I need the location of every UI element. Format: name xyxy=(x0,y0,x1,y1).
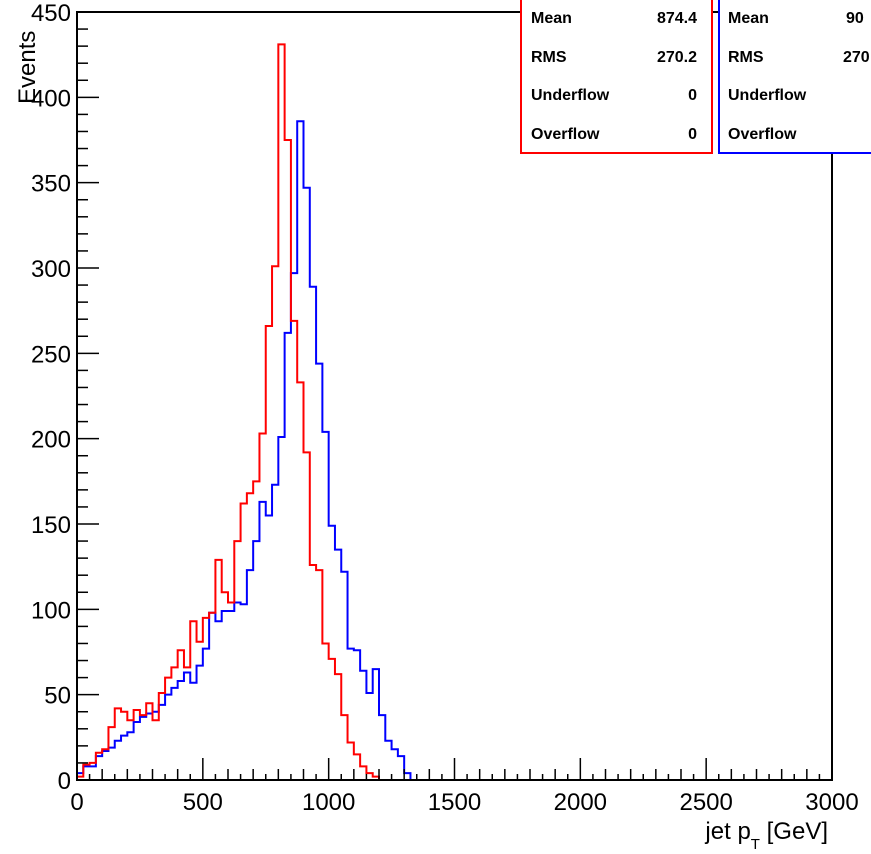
stats-blue-mean-label: Mean xyxy=(728,10,769,27)
stats-box-red-frame xyxy=(520,0,713,154)
stats-red-mean-label: Mean xyxy=(531,10,572,27)
stats-red-underflow-value: 0 xyxy=(688,87,697,104)
stats-blue-underflow-label: Underflow xyxy=(728,87,807,104)
x-tick-label: 1500 xyxy=(428,789,481,816)
stats-box-blue: Mean 90 RMS 270 Underflow Overflow xyxy=(718,0,871,154)
x-tick-label: 500 xyxy=(183,789,223,816)
x-axis-title-sub: T xyxy=(751,836,760,853)
series-layer xyxy=(76,43,832,781)
stats-red-overflow-value: 0 xyxy=(688,126,697,143)
stats-blue-rms-value: 270 xyxy=(843,49,870,66)
y-tick-label: 150 xyxy=(31,512,71,539)
stats-box-blue-frame xyxy=(718,0,871,154)
stats-red-underflow-label: Underflow xyxy=(531,87,610,104)
y-tick-label: 200 xyxy=(31,427,71,454)
axes-layer: 0 500 1000 1500 2000 2500 30000501001502002503… xyxy=(31,0,859,816)
y-tick-label: 400 xyxy=(31,85,71,112)
y-tick-label: 50 xyxy=(44,683,71,710)
stats-red-overflow-label: Overflow xyxy=(531,126,600,143)
x-tick-label: 1000 xyxy=(302,789,355,816)
y-axis-title: Events xyxy=(14,31,41,104)
stats-blue-rms-label: RMS xyxy=(728,49,764,66)
x-axis-title-unit: [GeV] xyxy=(760,818,828,845)
y-tick-label: 0 xyxy=(58,768,71,795)
y-tick-label: 300 xyxy=(31,256,71,283)
y-tick-label: 450 xyxy=(31,0,71,27)
x-tick-label: 0 xyxy=(70,789,83,816)
y-tick-label: 350 xyxy=(31,171,71,198)
x-axis-title-main: jet p xyxy=(704,818,750,845)
x-tick-label: 3000 xyxy=(805,789,858,816)
stats-box-red: Mean 874.4 RMS 270.2 Underflow 0 Overflo… xyxy=(520,0,713,154)
stats-red-mean-value: 874.4 xyxy=(657,10,697,27)
histogram-blue-series xyxy=(76,120,832,781)
stats-blue-overflow-label: Overflow xyxy=(728,126,797,143)
x-axis-title: jet pT [GeV] xyxy=(704,818,828,853)
y-tick-label: 100 xyxy=(31,597,71,624)
x-tick-label: 2500 xyxy=(679,789,732,816)
histogram-red-series xyxy=(76,43,832,781)
y-tick-label: 250 xyxy=(31,341,71,368)
stats-red-rms-label: RMS xyxy=(531,49,567,66)
stats-blue-mean-value: 90 xyxy=(846,10,864,27)
stats-red-rms-value: 270.2 xyxy=(657,49,697,66)
x-tick-label: 2000 xyxy=(554,789,607,816)
